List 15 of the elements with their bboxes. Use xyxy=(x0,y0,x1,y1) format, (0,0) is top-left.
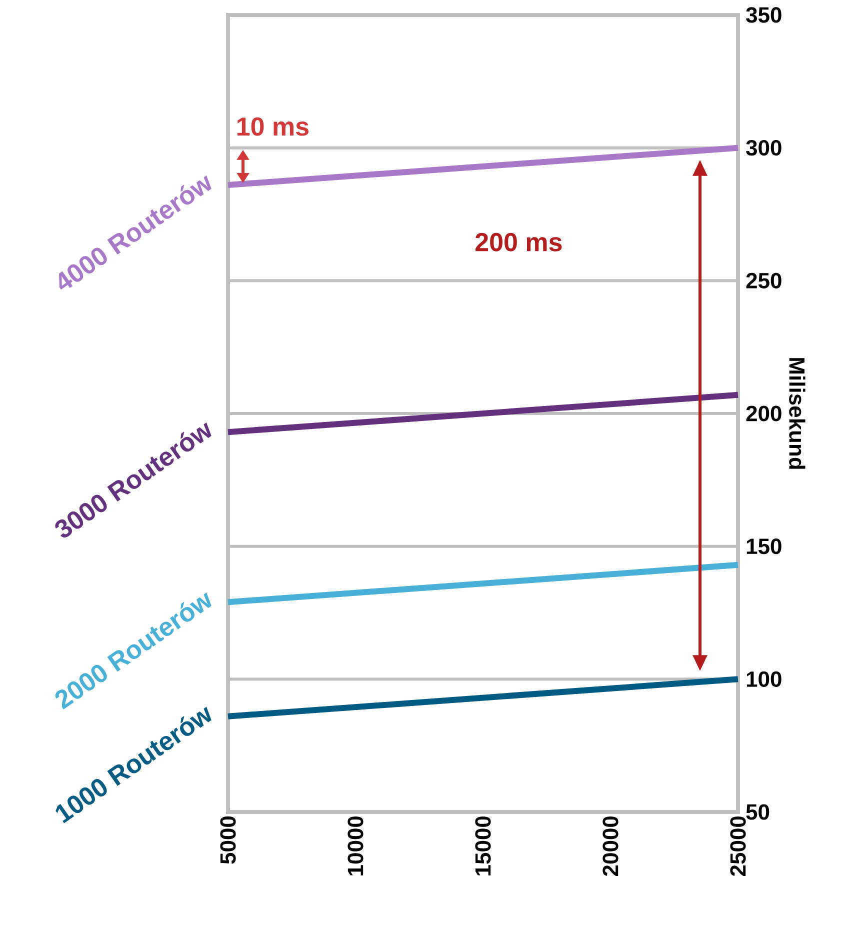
y-tick-label: 150 xyxy=(746,538,782,554)
y-tick-label: 100 xyxy=(746,671,782,687)
y-tick-label: 250 xyxy=(746,272,782,288)
y-axis-title: Milisekund xyxy=(789,358,806,469)
y-tick-label: 300 xyxy=(746,140,782,156)
y-tick-label: 350 xyxy=(746,7,782,23)
y-tick-label: 50 xyxy=(746,804,770,820)
annotation: 10 ms xyxy=(237,117,308,136)
x-tick-label: 25000 xyxy=(730,816,746,876)
y-tick-label: 200 xyxy=(746,406,782,422)
x-tick-label: 5000 xyxy=(220,816,236,864)
x-tick-label: 15000 xyxy=(475,816,491,876)
x-tick-label: 20000 xyxy=(602,816,618,876)
annotation: 200 ms xyxy=(476,232,562,252)
x-tick-label: 10000 xyxy=(348,816,364,876)
